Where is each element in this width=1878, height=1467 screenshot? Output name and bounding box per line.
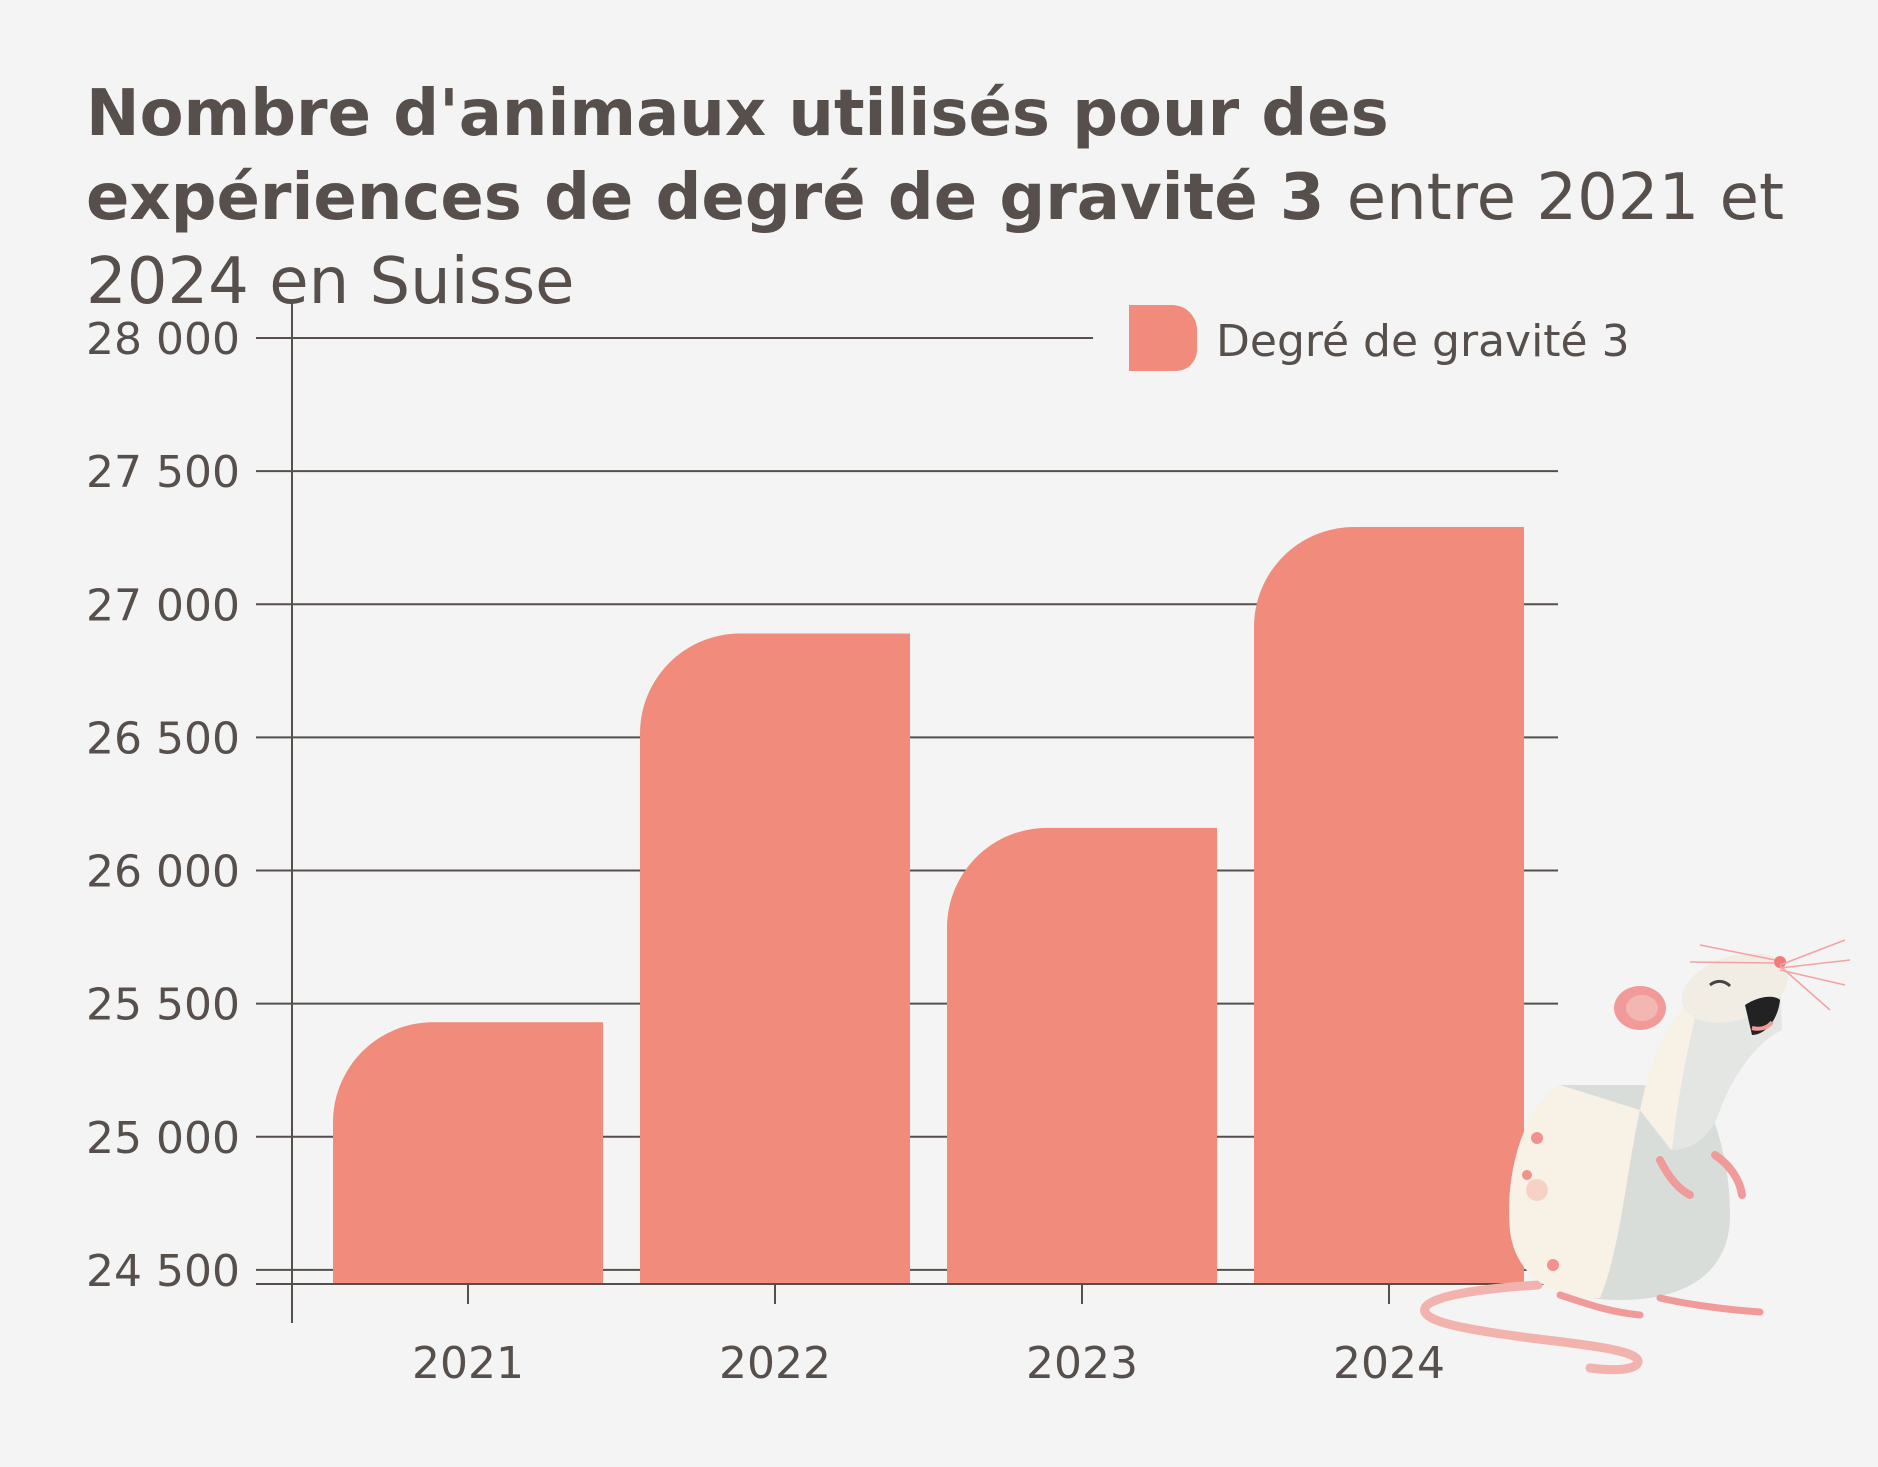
x-tick-label: 2024 (1333, 1338, 1445, 1389)
bar-2024 (1254, 527, 1524, 1284)
x-tick-labels: 2021 2022 2023 2024 (412, 1284, 1445, 1389)
bar-2023 (947, 828, 1217, 1284)
bar-chart: 24 500 25 000 25 500 26 000 26 500 27 000 27 5… (0, 0, 1878, 1467)
legend-swatch-shape (1129, 305, 1197, 371)
y-tick-label: 26 000 (86, 847, 240, 898)
y-tick-label: 27 500 (86, 447, 240, 498)
bars (333, 527, 1524, 1284)
y-tick-label: 24 500 (86, 1246, 240, 1297)
bar-2022 (640, 634, 910, 1284)
x-tick-label: 2022 (719, 1338, 831, 1389)
y-tick-label: 25 500 (86, 980, 240, 1031)
y-tick-label: 25 000 (86, 1113, 240, 1164)
legend-label: Degré de gravité 3 (1216, 316, 1630, 367)
y-tick-label: 26 500 (86, 713, 240, 764)
legend: Degré de gravité 3 (1129, 305, 1630, 371)
x-tick-label: 2021 (412, 1338, 524, 1389)
y-tick-labels: 24 500 25 000 25 500 26 000 26 500 27 000 27 5… (86, 314, 240, 1297)
bar-2021 (333, 1022, 603, 1284)
y-tick-label: 28 000 (86, 314, 240, 365)
x-tick-label: 2023 (1026, 1338, 1138, 1389)
y-tick-label: 27 000 (86, 580, 240, 631)
